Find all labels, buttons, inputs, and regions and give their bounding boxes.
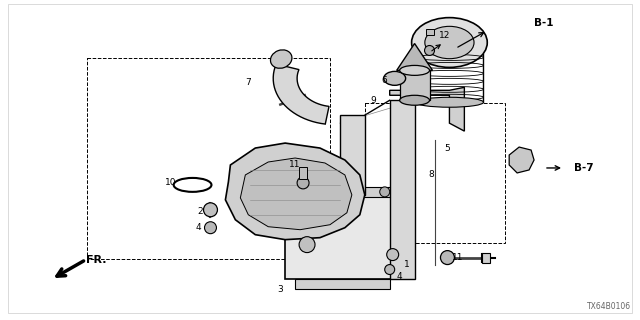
Text: FR.: FR. — [86, 255, 106, 265]
Ellipse shape — [415, 97, 483, 107]
Circle shape — [204, 203, 218, 217]
Circle shape — [424, 45, 435, 55]
Bar — [280, 187, 404, 197]
Text: B-1: B-1 — [534, 18, 554, 28]
Ellipse shape — [399, 95, 429, 105]
Ellipse shape — [384, 71, 406, 85]
Text: 4: 4 — [397, 272, 403, 281]
Text: 7: 7 — [245, 78, 251, 87]
Text: 8: 8 — [429, 171, 435, 180]
Bar — [340, 115, 365, 195]
Circle shape — [299, 237, 315, 252]
Text: B-7: B-7 — [574, 163, 594, 173]
Ellipse shape — [271, 50, 292, 68]
Polygon shape — [509, 147, 534, 173]
Ellipse shape — [425, 26, 474, 59]
Ellipse shape — [412, 18, 487, 68]
Text: 1: 1 — [404, 260, 410, 269]
Text: 6: 6 — [382, 76, 388, 85]
Text: 2: 2 — [198, 207, 204, 216]
Circle shape — [385, 265, 395, 275]
Text: 12: 12 — [439, 31, 450, 40]
Text: 9: 9 — [370, 96, 376, 105]
Circle shape — [295, 187, 305, 197]
PathPatch shape — [273, 64, 329, 124]
Polygon shape — [390, 87, 465, 131]
Bar — [88, 58, 330, 259]
Circle shape — [440, 251, 454, 265]
Text: 10: 10 — [165, 179, 177, 188]
Text: 5: 5 — [445, 144, 451, 153]
Bar — [299, 167, 307, 179]
Circle shape — [380, 187, 390, 197]
Circle shape — [297, 177, 309, 189]
Polygon shape — [397, 44, 433, 70]
Bar — [483, 252, 490, 262]
Ellipse shape — [399, 65, 429, 76]
Text: 4: 4 — [196, 223, 202, 232]
Bar — [426, 28, 433, 35]
Bar — [390, 100, 415, 279]
Bar — [285, 195, 399, 279]
Polygon shape — [241, 158, 352, 230]
Bar — [365, 103, 505, 243]
Text: 11: 11 — [452, 253, 463, 262]
Bar — [399, 70, 429, 100]
Polygon shape — [225, 143, 365, 240]
Text: 11: 11 — [289, 160, 301, 170]
Bar — [295, 279, 390, 289]
Circle shape — [205, 222, 216, 234]
Circle shape — [387, 249, 399, 260]
Text: TX64B0106: TX64B0106 — [586, 302, 630, 311]
Text: 3: 3 — [277, 285, 283, 294]
